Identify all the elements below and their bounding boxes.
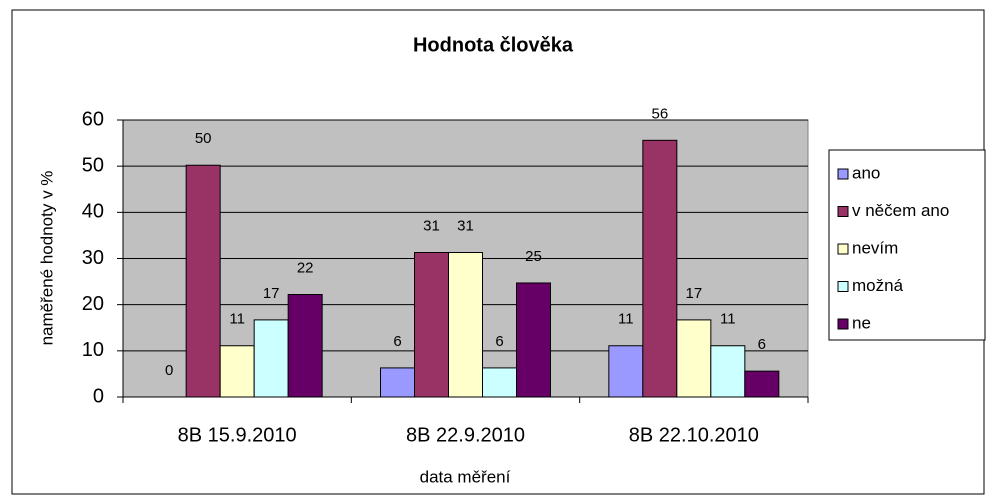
legend-swatch [837,318,849,330]
bar [744,370,780,398]
data-label: 22 [297,259,314,276]
data-label: 0 [165,362,173,379]
x-tick-label: 8B 15.9.2010 [178,424,297,446]
legend-label: v něčem ano [852,201,949,220]
legend-label: ano [852,163,880,182]
bar [414,251,449,398]
data-label: 11 [618,311,634,328]
legend-label: možná [852,276,904,295]
bar [448,251,483,398]
bar [287,294,323,398]
bar [642,139,678,398]
bar [676,319,712,398]
data-label: 6 [758,336,766,353]
bar [516,282,551,398]
data-label: 50 [195,130,212,147]
legend-swatch [837,206,849,217]
y-axis-label: naměřené hodnoty v % [37,171,56,346]
y-tick-label: 40 [82,201,104,223]
legend-swatch [837,168,849,180]
bar [380,367,415,398]
bar [253,319,289,398]
data-label: 6 [393,333,401,350]
data-label: 31 [423,217,440,234]
bar [185,164,221,398]
bar [608,345,644,398]
data-label: 6 [495,333,503,350]
data-label: 31 [457,217,474,234]
legend-box [828,149,986,341]
data-label: 11 [720,311,736,328]
legend-label: nevím [852,238,898,257]
legend-label: ne [852,313,871,332]
legend-swatch [837,281,849,292]
data-label: 11 [229,311,245,328]
bar [710,345,746,398]
chart-title: Hodnota člověka [413,34,574,56]
y-tick-label: 50 [82,154,104,176]
x-tick-label: 8B 22.10.2010 [629,424,759,446]
y-tick-label: 10 [82,339,104,361]
legend-swatch [837,243,849,255]
y-tick-label: 0 [93,385,104,407]
y-tick-label: 30 [82,247,104,269]
data-label: 17 [685,285,702,302]
bar [219,345,255,398]
y-tick-label: 20 [82,293,104,315]
data-label: 25 [525,248,542,265]
x-axis-label: data měření [420,467,511,486]
data-label: 56 [651,105,668,122]
x-tick-label: 8B 22.9.2010 [406,424,525,446]
y-tick-label: 60 [82,108,104,130]
bar [482,367,517,398]
data-label: 17 [263,285,280,302]
